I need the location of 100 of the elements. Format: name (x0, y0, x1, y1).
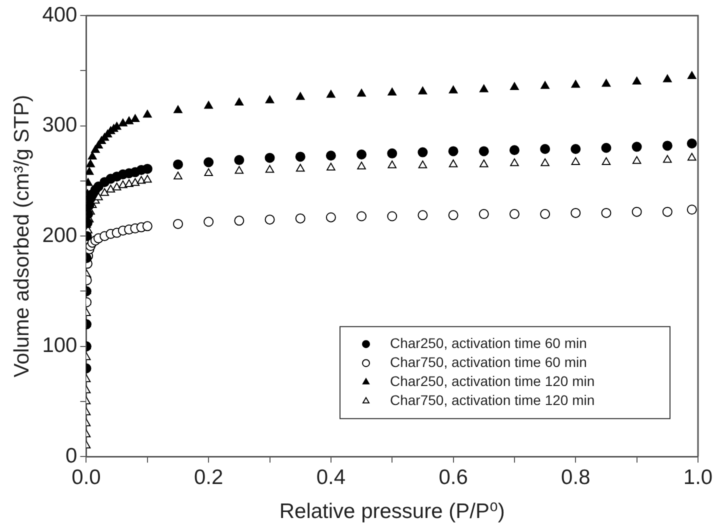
point (356, 211, 367, 222)
point (663, 74, 672, 82)
point (204, 101, 213, 109)
point (388, 88, 397, 96)
point (88, 152, 97, 160)
point (387, 211, 398, 222)
point (234, 155, 244, 166)
legend-label: Char250, activation time 60 min (390, 334, 587, 351)
point (418, 86, 428, 94)
point (387, 148, 398, 158)
point (234, 216, 244, 226)
point (570, 208, 581, 218)
x-tick-label: 1.0 (683, 466, 713, 489)
point (130, 114, 140, 122)
point (418, 160, 428, 168)
point (204, 168, 213, 176)
point (118, 118, 128, 126)
point (418, 147, 428, 158)
point (124, 116, 134, 124)
point (509, 209, 520, 220)
point (142, 221, 152, 232)
point (632, 142, 642, 152)
legend-label: Char750, activation time 60 min (390, 354, 587, 370)
point (602, 157, 611, 165)
point (540, 81, 550, 89)
point (143, 174, 152, 183)
point (571, 80, 580, 88)
point (94, 192, 103, 200)
point (174, 172, 182, 180)
point (687, 71, 696, 79)
point (295, 213, 306, 224)
y-tick-label: 400 (42, 3, 78, 26)
point (204, 157, 214, 168)
point (686, 204, 697, 215)
point (540, 158, 550, 166)
point (143, 110, 152, 118)
point (357, 88, 366, 97)
point (326, 212, 336, 222)
y-tick-label: 300 (42, 114, 78, 137)
point (173, 218, 183, 229)
point (632, 156, 642, 164)
point (326, 90, 336, 98)
point (296, 92, 305, 100)
x-axis-title: Relative pressure (P/P⁰) (279, 500, 505, 524)
point (130, 178, 140, 186)
point (478, 209, 489, 220)
point (418, 210, 428, 220)
point (118, 180, 128, 188)
point (479, 159, 488, 168)
point (663, 155, 672, 163)
point (479, 84, 488, 92)
point (264, 214, 275, 225)
y-tick-label: 0 (66, 444, 78, 468)
y-tick-label: 100 (42, 334, 78, 358)
point (570, 144, 581, 154)
point (540, 209, 550, 220)
point (234, 98, 244, 106)
point (448, 210, 458, 220)
point (295, 152, 306, 162)
point (448, 146, 458, 156)
point (687, 152, 696, 161)
point (686, 138, 697, 148)
point (124, 179, 134, 188)
point (540, 144, 550, 154)
legend-label: Char250, activation time 120 min (390, 372, 595, 389)
point (602, 78, 611, 87)
x-tick-label: 0.2 (194, 466, 224, 489)
point (326, 150, 336, 161)
y-tick-label: 200 (42, 224, 78, 247)
point (662, 140, 672, 151)
point (174, 105, 182, 114)
point (632, 206, 642, 217)
point (509, 145, 520, 156)
x-tick-label: 0.6 (438, 466, 468, 489)
point (100, 188, 109, 196)
point (112, 182, 122, 190)
x-tick-label: 0.4 (316, 466, 346, 489)
point (296, 164, 305, 172)
point (264, 152, 275, 163)
point (601, 208, 612, 218)
point (571, 157, 580, 165)
point (601, 142, 612, 153)
point (173, 159, 183, 170)
point (510, 82, 519, 90)
point (265, 164, 274, 173)
point (510, 158, 519, 166)
point (662, 206, 672, 217)
point (234, 166, 244, 174)
point (106, 184, 116, 193)
point (265, 95, 274, 104)
point (86, 159, 95, 168)
point (136, 176, 146, 184)
point (478, 146, 489, 156)
point (142, 164, 152, 174)
point (448, 86, 458, 94)
y-axis-title: Volume adsorbed (cm³/g STP) (10, 94, 34, 378)
x-tick-label: 0.0 (72, 466, 101, 489)
point (448, 159, 458, 168)
legend-label: Char750, activation time 120 min (390, 392, 595, 408)
point (86, 167, 94, 175)
